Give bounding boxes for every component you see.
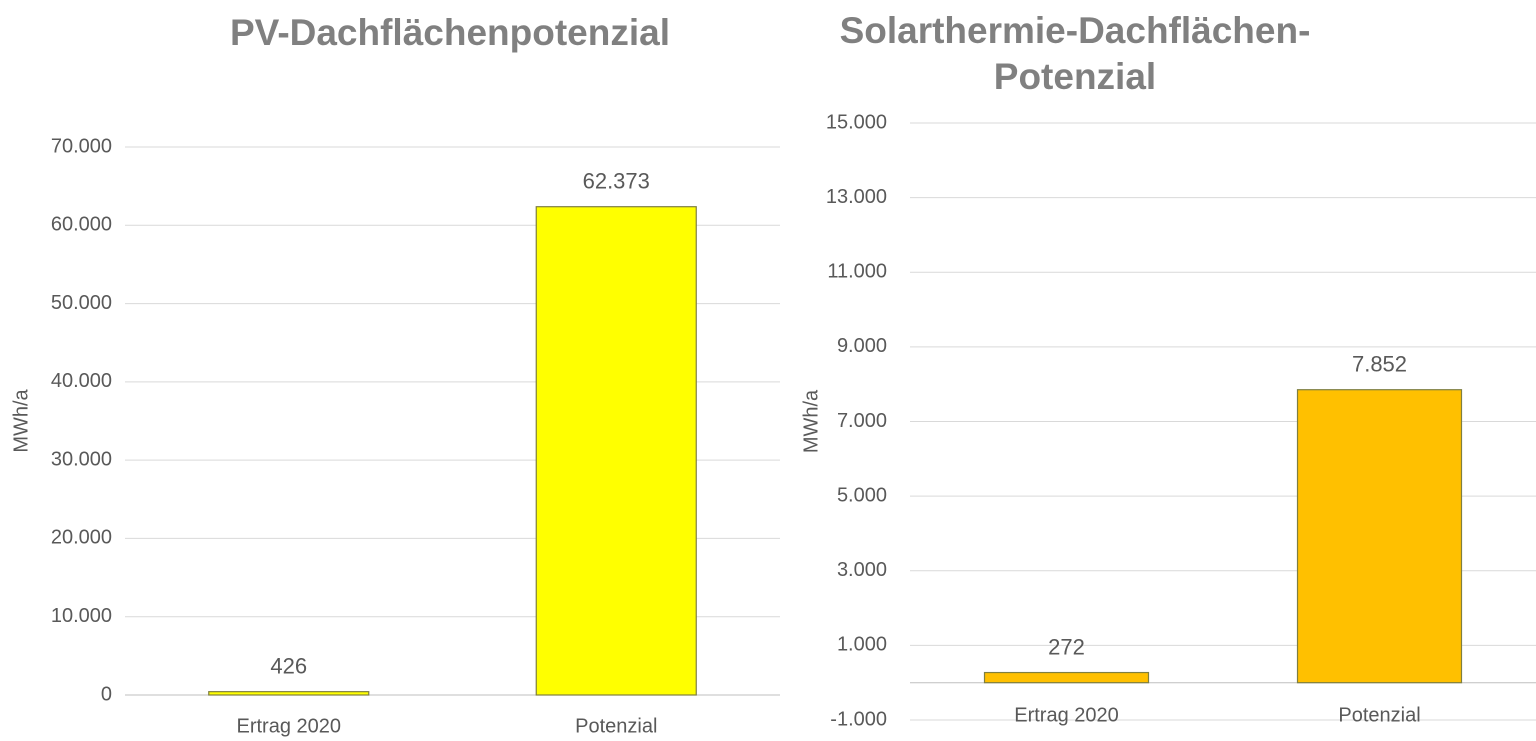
value-label: 62.373 [583, 169, 650, 194]
y-tick-label: 13.000 [826, 186, 887, 208]
value-label: 426 [270, 653, 307, 678]
y-tick-label: 15.000 [826, 111, 887, 133]
y-tick-label: 20.000 [51, 527, 112, 549]
y-tick-label: 40.000 [51, 370, 112, 392]
y-tick-label: 11.000 [827, 261, 887, 283]
y-tick-label: 0 [101, 683, 112, 705]
y-tick-label: 1.000 [837, 634, 887, 656]
bar [983, 671, 1150, 684]
x-tick-label: Ertrag 2020 [1014, 704, 1119, 726]
chart-title: PV-Dachflächenpotenzial [230, 12, 670, 53]
chart-title: Solarthermie-Dachflächen-Potenzial [839, 10, 1311, 97]
y-tick-label: 3.000 [837, 559, 887, 581]
y-tick-label: 30.000 [51, 448, 112, 470]
bar [1296, 389, 1463, 684]
y-tick-label: 10.000 [51, 605, 112, 627]
x-tick-label: Potenzial [1338, 704, 1420, 726]
value-label: 7.852 [1352, 352, 1407, 377]
y-tick-label: 9.000 [837, 335, 887, 357]
y-tick-label: 70.000 [51, 135, 112, 157]
value-label: 272 [1048, 634, 1085, 659]
x-tick-label: Potenzial [575, 715, 657, 737]
y-tick-label: 5.000 [837, 484, 887, 506]
bar [208, 691, 370, 696]
y-axis-label: MWh/a [10, 388, 32, 452]
y-tick-label: -1.000 [830, 708, 887, 730]
y-axis-label: MWh/a [800, 389, 822, 453]
y-tick-label: 60.000 [51, 214, 112, 236]
y-tick-label: 50.000 [51, 292, 112, 314]
bar [535, 206, 697, 696]
y-tick-label: 7.000 [837, 410, 887, 432]
x-tick-label: Ertrag 2020 [236, 715, 341, 737]
